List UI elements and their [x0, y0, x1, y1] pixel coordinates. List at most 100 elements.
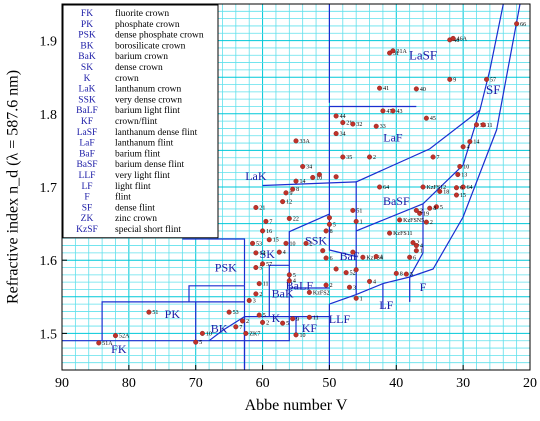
point-label: 7 — [239, 325, 242, 331]
point-label: 15 — [273, 238, 279, 244]
legend-code: LLF — [79, 171, 96, 181]
point-label: 22 — [293, 216, 299, 222]
point-label: 47 — [386, 109, 392, 115]
region-label: LLF — [329, 312, 351, 326]
glass-point — [367, 154, 373, 160]
legend-box — [62, 4, 219, 239]
legend-code: PSK — [78, 31, 96, 41]
point-label: 8 — [296, 187, 299, 193]
point-label: 10 — [300, 333, 306, 339]
point-label: 3 — [253, 298, 256, 304]
legend-name: fluorite crown — [115, 8, 169, 19]
point-label: 40 — [420, 87, 426, 93]
glass-point — [96, 340, 102, 346]
point-label: 21 — [346, 121, 352, 127]
glass-point — [293, 138, 299, 144]
point-label: 32 — [356, 122, 362, 128]
point-label: 34 — [340, 132, 346, 138]
legend-name: dense phosphate crown — [115, 31, 204, 41]
legend-name: crown/flint — [115, 116, 158, 127]
glass-point — [286, 272, 292, 278]
legend-name: light flint — [115, 181, 151, 192]
legend-name: dense crown — [115, 63, 163, 73]
y-tick-label: 1.5 — [40, 327, 58, 342]
point-label: 5 — [293, 273, 296, 279]
legend-name: very light flint — [115, 170, 170, 181]
glass-point — [266, 237, 272, 243]
region-label: BaF — [339, 249, 359, 263]
point-label: 2 — [417, 241, 420, 247]
point-label: 57 — [266, 262, 272, 268]
glass-point — [293, 178, 299, 184]
region-label: PK — [165, 307, 181, 321]
glass-point — [380, 108, 386, 114]
point-label: 8 — [400, 271, 403, 277]
glass-point — [453, 192, 459, 198]
glass-point — [333, 266, 339, 272]
glass-point — [253, 250, 259, 256]
glass-point — [413, 86, 419, 92]
region-boundary — [262, 181, 357, 187]
region-boundary — [355, 203, 424, 232]
point-label: 46A — [457, 36, 468, 42]
x-tick-label: 60 — [256, 376, 270, 391]
point-label: 53 — [233, 310, 239, 316]
legend-code: LF — [81, 182, 92, 192]
point-label: 5 — [259, 266, 262, 272]
glass-point — [326, 215, 332, 221]
region-boundary — [101, 301, 245, 341]
glass-point — [390, 108, 396, 114]
glass-point — [373, 254, 379, 260]
point-label: 41 — [383, 86, 389, 92]
point-label: 2 — [259, 292, 262, 298]
point-label: 66 — [520, 22, 526, 28]
glass-point — [323, 255, 329, 261]
glass-point — [453, 185, 459, 191]
region-label: BaLF — [286, 278, 314, 292]
point-label: 4 — [293, 279, 296, 285]
glass-point — [350, 207, 356, 213]
point-label: 4 — [380, 255, 383, 261]
legend-code: KzSF — [76, 225, 98, 235]
glass-point — [256, 281, 262, 287]
legend-name: phosphate crown — [115, 20, 180, 30]
glass-point — [306, 289, 312, 295]
glass-point — [233, 324, 239, 330]
legend-name: flint — [115, 192, 131, 203]
point-label: 10 — [316, 175, 322, 181]
legend-code: BK — [80, 41, 93, 51]
point-label: 10 — [289, 241, 295, 247]
glass-point — [112, 333, 118, 339]
region-boundary — [328, 105, 417, 215]
legend-code: BaK — [78, 52, 96, 62]
legend-code: PK — [81, 20, 93, 30]
glass-point — [387, 230, 393, 236]
point-label: 1 — [420, 249, 423, 255]
glass-point — [306, 314, 312, 320]
glass-point — [253, 291, 259, 297]
region-label: BaSF — [383, 194, 410, 208]
glass-point — [310, 174, 316, 180]
point-label: 5 — [333, 222, 336, 228]
point-label: 14 — [300, 179, 306, 185]
glass-point — [303, 240, 309, 246]
region-label: SK — [260, 247, 276, 261]
glass-point — [403, 271, 409, 277]
point-label: 4 — [420, 244, 423, 250]
region-label: KF — [302, 321, 318, 335]
point-label: 51 — [152, 310, 158, 316]
glass-point — [280, 320, 286, 326]
glass-point — [253, 204, 259, 210]
point-label: 31A — [396, 49, 407, 55]
point-label: 1 — [360, 296, 363, 302]
x-tick-label: 70 — [189, 376, 203, 391]
point-label: 4 — [467, 145, 470, 151]
glass-point — [323, 282, 329, 288]
glass-point — [320, 248, 326, 254]
glass-point — [353, 267, 359, 273]
glass-point — [373, 123, 379, 129]
axes: 90 80 70 60 50 40 30 20 1.5 1.6 1.7 1.8 1.9 — [40, 3, 537, 391]
point-label: 14 — [473, 140, 479, 146]
point-label: 5 — [199, 340, 202, 346]
